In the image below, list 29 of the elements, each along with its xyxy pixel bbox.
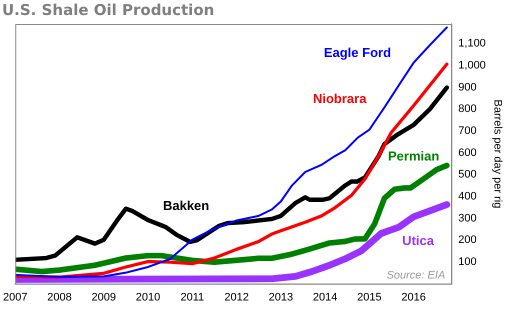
x-tick-label: 2016 (401, 291, 426, 304)
y-tick-label: 500 (458, 168, 477, 181)
series-label: Bakken (162, 198, 210, 213)
series-label: Permian (388, 148, 440, 164)
y-tick-label: 600 (458, 146, 477, 159)
x-tick-label: 2012 (224, 291, 249, 304)
y-tick-label: 800 (458, 103, 477, 116)
x-tick-label: 2011 (180, 291, 204, 304)
y-tick-label: 100 (458, 256, 477, 268)
y-tick-label: 400 (458, 190, 477, 203)
x-tick-label: 2014 (312, 291, 338, 304)
x-tick-label: 2007 (2, 291, 28, 304)
y-tick-label: 700 (458, 125, 477, 138)
x-tick-label: 2010 (136, 291, 160, 304)
y-tick-label: 200 (458, 234, 477, 246)
annotation: Source: EIA (386, 269, 446, 282)
y-tick-label: 1,100 (458, 38, 486, 50)
x-tick-label: 2013 (268, 291, 294, 304)
y-tick-label: 300 (458, 212, 477, 224)
x-tick-label: 2008 (47, 291, 72, 304)
y-tick-label: 900 (458, 81, 477, 94)
y-axis-title: Barrels per day per rig (491, 99, 504, 208)
series-label: Eagle Ford (324, 45, 392, 60)
text: Niobrara (312, 90, 368, 106)
chart-title: U.S. Shale Oil Production (2, 0, 214, 19)
x-tick-label: 2015 (357, 291, 382, 304)
y-tick-label: 1,000 (458, 60, 486, 72)
x-tick-label: 2009 (92, 291, 116, 304)
series-label: Utica (402, 232, 435, 248)
